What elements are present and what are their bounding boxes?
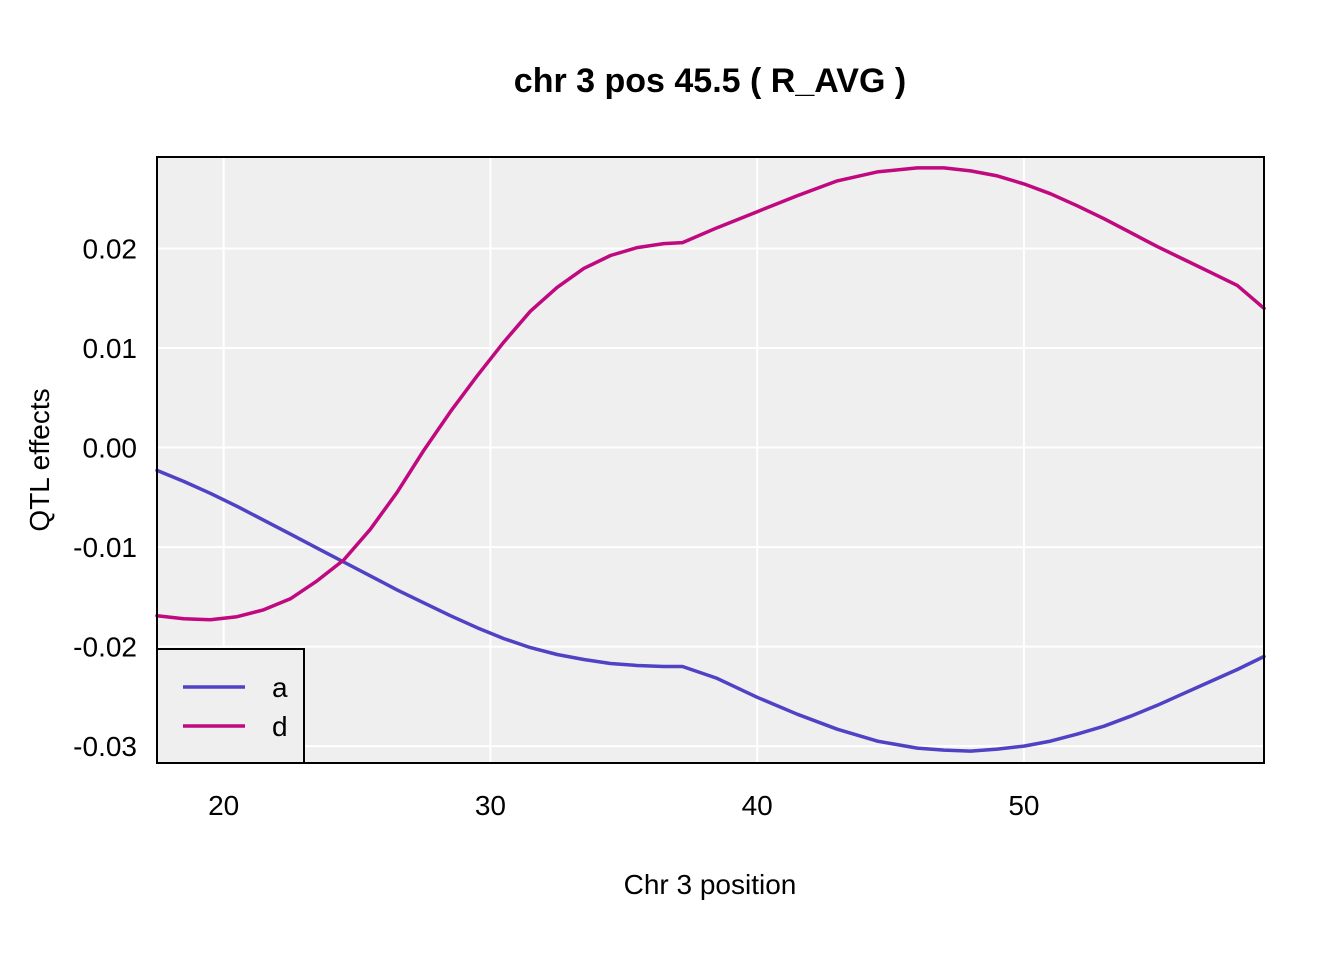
y-axis-ticks: -0.03 -0.02 -0.01 0.00 0.01 0.02: [73, 234, 137, 763]
y-tick-label: -0.02: [73, 632, 137, 663]
plot-frame: [156, 156, 1265, 764]
y-axis-title: QTL effects: [24, 388, 55, 531]
x-axis-title: Chr 3 position: [624, 869, 797, 900]
series-lines: [155, 166, 1266, 753]
legend-box: [156, 648, 305, 764]
y-tick-label: -0.03: [73, 731, 137, 762]
chart-title: chr 3 pos 45.5 ( R_AVG ): [514, 62, 906, 100]
y-tick-label: 0.02: [83, 234, 138, 265]
plot-background: [157, 157, 1264, 763]
legend: a d: [156, 648, 305, 764]
y-tick-label: 0.00: [83, 433, 138, 464]
gridlines: [157, 157, 1264, 763]
x-tick-label: 30: [475, 790, 506, 821]
x-axis-ticks: 20 30 40 50: [208, 790, 1039, 821]
x-tick-label: 40: [742, 790, 773, 821]
x-tick-label: 20: [208, 790, 239, 821]
legend-label-a: a: [272, 672, 288, 703]
series-line-a: [155, 468, 1266, 753]
y-tick-label: 0.01: [83, 333, 138, 364]
series-line-d: [155, 166, 1266, 622]
y-tick-label: -0.01: [73, 532, 137, 563]
x-tick-label: 50: [1008, 790, 1039, 821]
legend-label-d: d: [272, 711, 288, 742]
